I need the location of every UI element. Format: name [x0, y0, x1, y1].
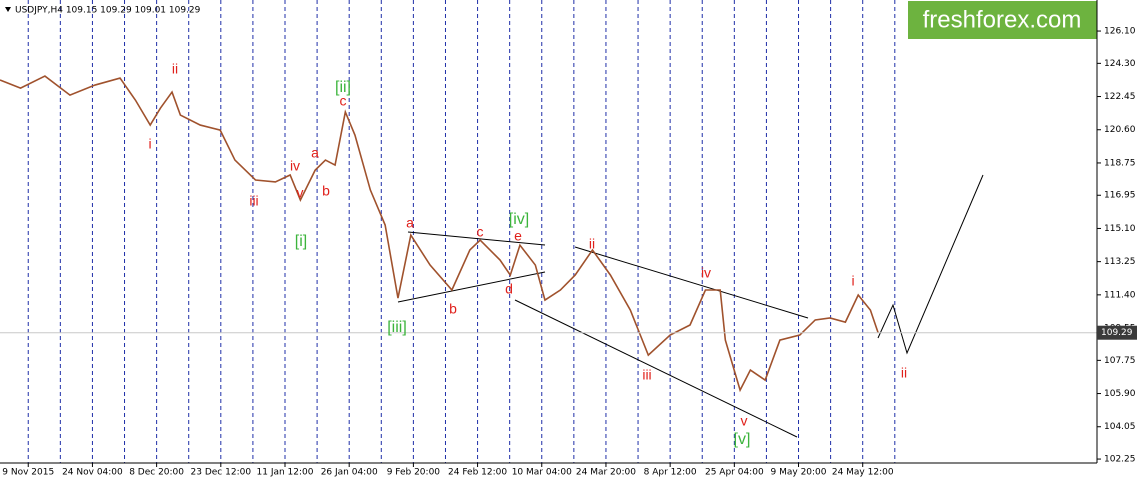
x-tick-label: 8 Apr 12:00 — [644, 468, 697, 478]
wave-label: ii — [901, 365, 907, 381]
projection-line — [877, 174, 984, 355]
wave-label: iv — [701, 265, 711, 281]
trend-line — [514, 299, 798, 438]
y-tick-label: 116.95 — [1104, 191, 1136, 201]
wave-label: [i] — [295, 233, 307, 250]
trend-line — [574, 246, 809, 319]
wave-label: v — [741, 413, 748, 429]
x-tick-label: 9 Feb 20:00 — [387, 468, 441, 478]
price-line — [0, 75, 879, 393]
y-tick-label: 115.10 — [1104, 224, 1136, 234]
x-tick-label: 23 Dec 12:00 — [191, 468, 252, 478]
wave-label: i — [851, 273, 854, 289]
wave-label: [iv] — [509, 211, 529, 228]
wave-label: e — [514, 228, 522, 244]
y-tick-label: 104.05 — [1104, 422, 1136, 432]
last-price-label: 109.29 — [1101, 328, 1133, 338]
logo-box — [908, 1, 1097, 39]
wave-label: [iii] — [387, 319, 407, 336]
x-tick-label: 9 Nov 2015 — [2, 468, 54, 478]
plot — [0, 75, 1097, 393]
wave-label: a — [406, 215, 414, 231]
y-tick-label: 122.45 — [1104, 92, 1136, 102]
wave-label: c — [477, 224, 484, 240]
y-tick-label: 105.90 — [1104, 389, 1136, 399]
wave-label: ii — [172, 61, 178, 77]
header: USDJPY,H4 109.15 109.29 109.01 109.29 — [15, 6, 201, 16]
header-icon — [5, 7, 11, 12]
wave-label: v — [297, 185, 304, 201]
wave-label: iii — [249, 193, 258, 209]
y-tick-label: 120.60 — [1104, 125, 1136, 135]
x-tick-label: 24 Nov 04:00 — [62, 468, 123, 478]
trend-lines — [397, 174, 984, 438]
y-tick-label: 126.10 — [1104, 27, 1136, 37]
grid — [27, 0, 896, 463]
trend-line — [397, 271, 546, 303]
x-tick-label: 26 Jan 04:00 — [321, 468, 378, 478]
x-tick-label: 24 Feb 12:00 — [448, 468, 507, 478]
wave-label: c — [340, 93, 347, 109]
wave-label: a — [311, 145, 319, 161]
x-tick-label: 25 Apr 04:00 — [705, 468, 764, 478]
last-price-box — [1097, 325, 1137, 340]
x-tick-label: 9 May 20:00 — [771, 468, 827, 478]
y-tick-label: 124.30 — [1104, 59, 1136, 69]
wave-label: d — [505, 281, 513, 297]
y-tick-label: 113.25 — [1104, 257, 1136, 267]
x-tick-label: 10 Mar 04:00 — [512, 468, 572, 478]
y-tick-label: 107.75 — [1104, 356, 1136, 366]
x-tick-label: 24 May 12:00 — [832, 468, 894, 478]
wave-label: [v] — [734, 431, 751, 448]
wave-label: iii — [642, 367, 651, 383]
y-tick-label: 102.25 — [1104, 455, 1136, 465]
wave-label: b — [449, 301, 457, 317]
wave-label: [ii] — [335, 79, 351, 96]
logo: freshforex.com — [923, 6, 1082, 33]
wave-label: i — [148, 136, 151, 152]
y-tick-label: 111.40 — [1104, 290, 1136, 300]
trend-line — [407, 231, 546, 246]
wave-label: ii — [589, 236, 595, 252]
wave-label: b — [322, 183, 330, 199]
x-tick-label: 8 Dec 20:00 — [129, 468, 184, 478]
x-tick-label: 11 Jan 12:00 — [257, 468, 314, 478]
x-tick-label: 24 Mar 20:00 — [576, 468, 636, 478]
y-tick-label: 118.75 — [1104, 158, 1136, 168]
wave-label: iv — [290, 158, 300, 174]
